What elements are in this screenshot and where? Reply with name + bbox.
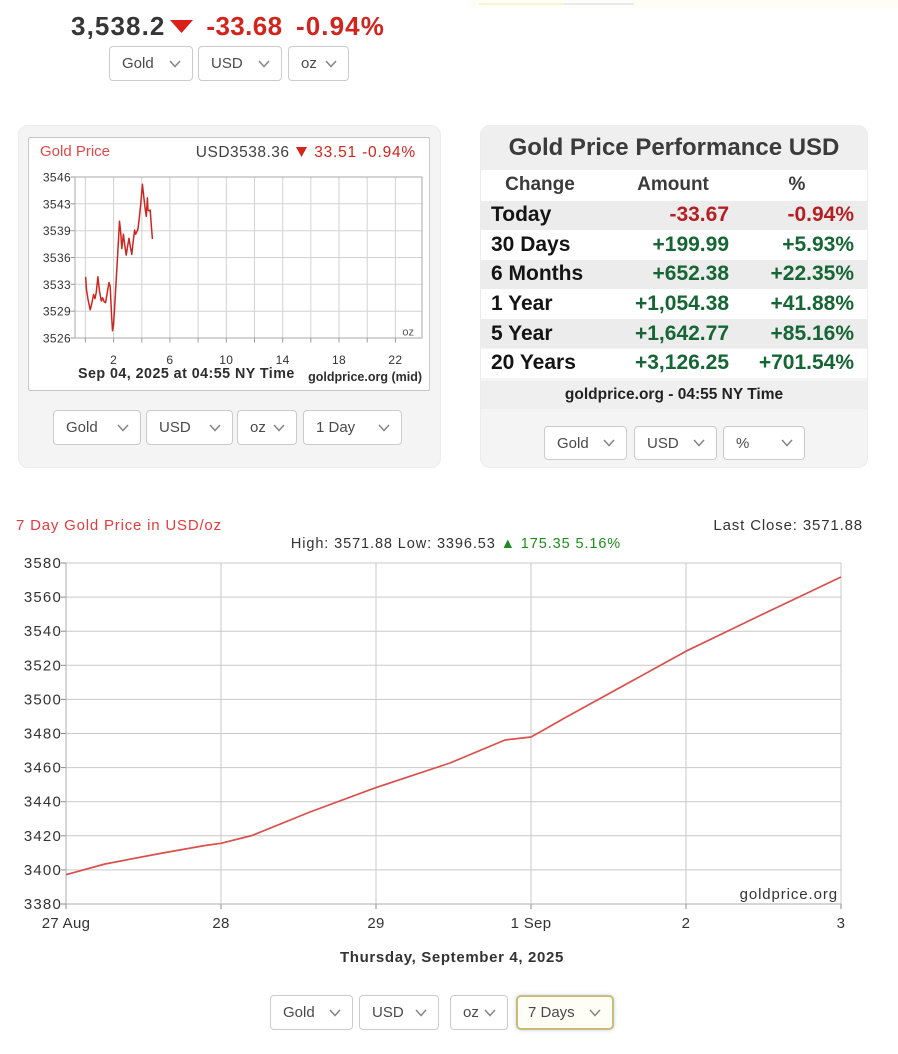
- svg-text:3526: 3526: [43, 332, 71, 346]
- svg-text:3536: 3536: [43, 251, 71, 265]
- svg-text:3543: 3543: [43, 197, 71, 211]
- svg-text:goldprice.org: goldprice.org: [740, 886, 838, 903]
- svg-text:3520: 3520: [24, 657, 62, 674]
- svg-text:3546: 3546: [43, 171, 71, 185]
- svg-text:3: 3: [837, 915, 846, 932]
- svg-text:18: 18: [332, 353, 346, 367]
- svg-text:22: 22: [388, 353, 402, 367]
- svg-text:28: 28: [212, 915, 229, 932]
- svg-text:2: 2: [110, 353, 117, 367]
- svg-text:oz: oz: [402, 327, 414, 339]
- svg-text:3560: 3560: [24, 589, 62, 606]
- svg-text:10: 10: [219, 353, 233, 367]
- svg-text:3540: 3540: [24, 623, 62, 640]
- svg-text:3480: 3480: [24, 726, 62, 743]
- svg-text:14: 14: [276, 353, 290, 367]
- svg-text:3533: 3533: [43, 278, 71, 292]
- svg-text:3400: 3400: [24, 862, 62, 879]
- svg-text:1 Sep: 1 Sep: [511, 915, 552, 932]
- svg-text:3460: 3460: [24, 760, 62, 777]
- svg-text:29: 29: [367, 915, 384, 932]
- svg-text:3500: 3500: [24, 691, 62, 708]
- svg-text:6: 6: [166, 353, 173, 367]
- svg-text:3420: 3420: [24, 828, 62, 845]
- svg-text:27 Aug: 27 Aug: [42, 915, 91, 932]
- svg-text:3440: 3440: [24, 794, 62, 811]
- svg-text:2: 2: [682, 915, 691, 932]
- svg-text:3529: 3529: [43, 305, 71, 319]
- svg-text:3580: 3580: [24, 555, 62, 572]
- svg-text:3539: 3539: [43, 224, 71, 238]
- svg-text:3380: 3380: [24, 896, 62, 913]
